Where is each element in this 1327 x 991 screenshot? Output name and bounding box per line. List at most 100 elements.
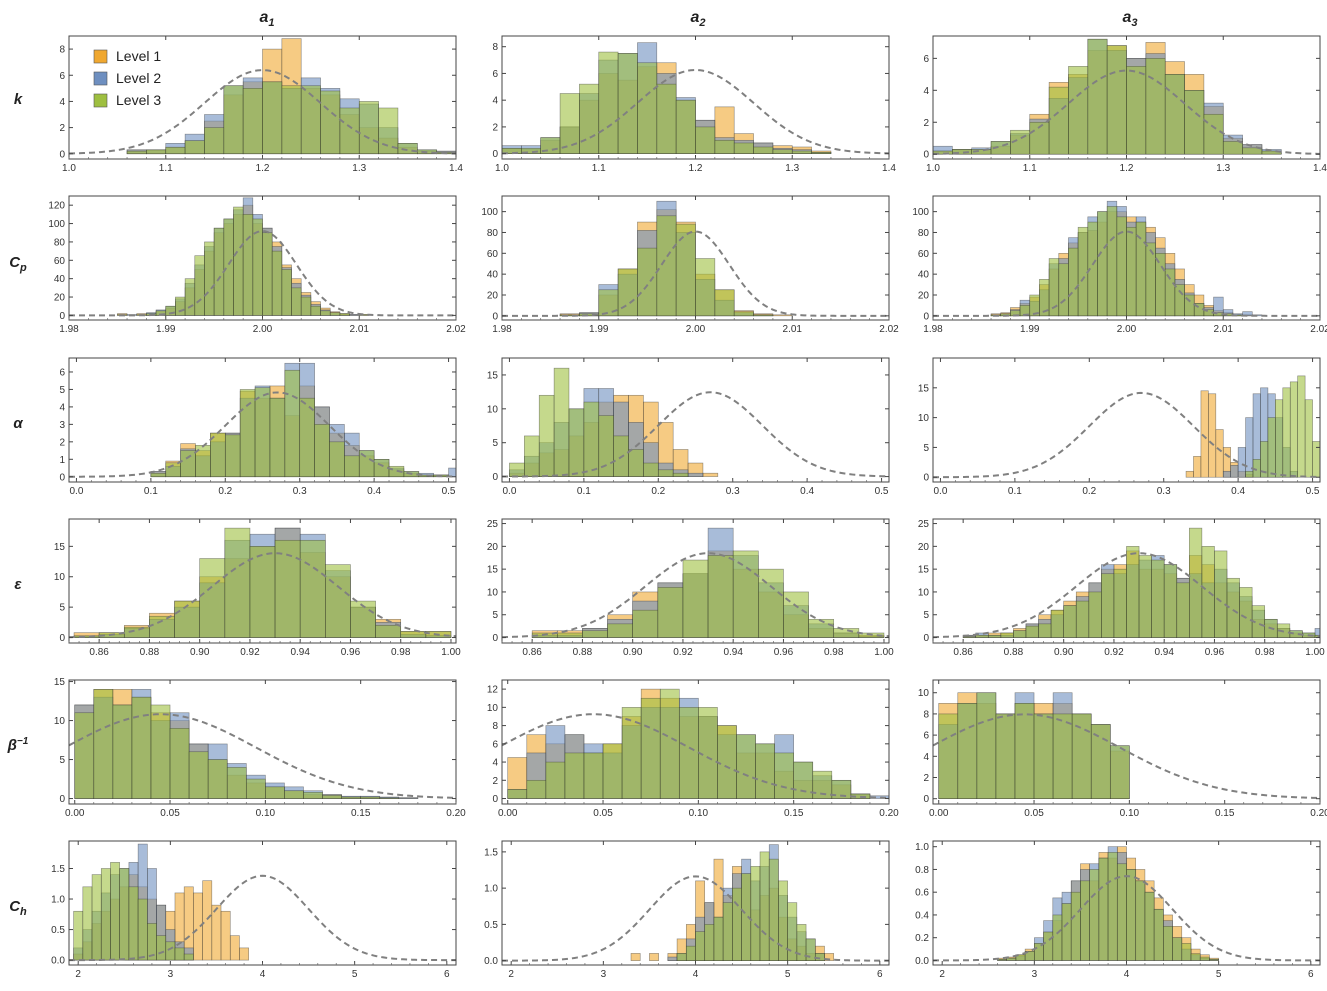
bar-level-3-1 (82, 886, 93, 961)
bar-level-3-0 (507, 789, 528, 799)
x-tick-label: 2.02 (1310, 324, 1327, 335)
y-tick-label: 1.5 (51, 864, 65, 875)
bar-level-3-10 (1088, 591, 1102, 638)
x-tick-label: 3 (168, 969, 174, 980)
bar-level-3-9 (1077, 226, 1089, 317)
x-tick-label: 0.15 (351, 808, 371, 819)
bar-level-3-6 (617, 53, 638, 154)
x-tick-label: 1.2 (689, 163, 703, 174)
bar-level-3-2 (165, 146, 186, 155)
x-tick-label: 0.2 (651, 486, 665, 497)
y-tick-label: 40 (487, 270, 499, 281)
y-tick-label: 120 (48, 201, 65, 212)
x-tick-label: 4 (1124, 969, 1130, 980)
panel-r3-c1: 0.0 0.1 0.2 0.3 0.4 0.5 0 1 2 3 4 5 6 (59, 357, 457, 497)
bar-level-3-12 (358, 101, 379, 155)
bar-level-3-7 (207, 759, 228, 799)
bar-level-3-12 (375, 625, 402, 638)
y-tick-label: 10 (54, 572, 66, 583)
bar-level-1-13 (702, 472, 719, 477)
bar-level-3-22 (1239, 587, 1253, 638)
bar-level-3-17 (1153, 908, 1164, 961)
y-tick-label: 0.0 (484, 956, 498, 967)
bar-level-3-3 (607, 623, 633, 638)
y-tick-label: 4 (492, 96, 498, 107)
x-tick-label: 1.1 (1023, 163, 1037, 174)
x-tick-label: 2.02 (446, 324, 466, 335)
bar-level-3-8 (1068, 247, 1079, 317)
bar-level-3-20 (310, 305, 321, 316)
bar-level-1-17 (229, 935, 240, 961)
bar-level-3-12 (233, 206, 244, 316)
bar-level-3-7 (695, 258, 716, 317)
normal-curve (933, 391, 1320, 479)
bar-level-3-15 (1151, 559, 1165, 638)
y-tick-label: 0 (492, 149, 498, 160)
normal-curve (69, 391, 456, 478)
x-tick-label: 1.99 (589, 324, 609, 335)
bar-level-3-17 (831, 779, 852, 799)
x-tick-label: 1.99 (156, 324, 176, 335)
y-tick-label: 4 (923, 752, 929, 763)
y-tick-label: 2 (923, 773, 929, 784)
y-tick-label: 15 (918, 565, 930, 576)
bar-level-3-12 (183, 953, 194, 961)
bar-level-3-16 (811, 152, 832, 154)
x-tick-label: 0.5 (442, 486, 456, 497)
bar-level-3-8 (704, 924, 715, 961)
y-tick-label: 0 (923, 150, 929, 161)
bar-level-3-8 (274, 539, 301, 638)
bar-level-3-11 (732, 887, 742, 961)
y-tick-label: 1.0 (484, 884, 498, 895)
bar-level-3-19 (1172, 937, 1183, 961)
bar-level-3-12 (733, 142, 754, 154)
bar-level-3-8 (1090, 724, 1111, 800)
y-tick-label: 20 (918, 542, 930, 553)
bar-level-3-0 (73, 910, 84, 961)
bar-level-3-10 (213, 227, 225, 316)
y-tick-label: 2 (492, 776, 498, 787)
bar-level-3-3 (617, 268, 638, 317)
bar-level-3-8 (656, 83, 677, 154)
bar-level-3-1 (1006, 957, 1017, 961)
x-tick-label: 1.00 (441, 647, 461, 658)
bar-level-3-9 (204, 241, 215, 316)
bar-level-3-13 (242, 214, 254, 316)
x-tick-label: 0.86 (89, 647, 109, 658)
bar-level-3-14 (341, 796, 361, 799)
x-tick-label: 0.92 (240, 647, 260, 658)
x-tick-label: 0.4 (1231, 486, 1245, 497)
y-tick-label: 0 (59, 311, 65, 322)
bar-level-3-5 (224, 434, 241, 478)
bar-level-3-5 (1025, 625, 1039, 638)
bar-level-3-11 (314, 424, 330, 478)
x-tick-label: 0.00 (929, 808, 949, 819)
bar-level-3-14 (1126, 869, 1137, 961)
panel-frame (932, 357, 1321, 483)
y-tick-label: 0 (492, 794, 498, 805)
y-tick-label: 0.2 (915, 933, 929, 944)
bar-level-3-3 (995, 713, 1016, 799)
bar-level-3-13 (755, 743, 775, 799)
bar-level-3-18 (1163, 926, 1173, 961)
y-tick-label: 6 (923, 731, 929, 742)
y-tick-label: 10 (487, 404, 499, 415)
bar-level-3-4 (637, 247, 658, 317)
bar-level-3-12 (1275, 399, 1284, 478)
row-label-3: α (13, 415, 23, 432)
bar-level-3-0 (126, 150, 147, 155)
x-tick-label: 0.05 (160, 808, 180, 819)
bar-level-3-15 (360, 796, 381, 799)
x-tick-label: 3 (601, 969, 607, 980)
bar-level-3-11 (672, 472, 689, 477)
normal-curve (69, 230, 456, 317)
panel-r5-c1: 0.00 0.05 0.10 0.15 0.20 0 5 10 15 (54, 677, 466, 819)
normal-curve (933, 713, 1320, 800)
y-tick-label: 6 (923, 54, 929, 65)
y-tick-label: 0 (59, 633, 65, 644)
bar-level-3-5 (676, 953, 687, 961)
x-tick-label: 1.0 (495, 163, 509, 174)
bar-level-3-2 (582, 630, 608, 638)
bar-level-3-3 (564, 752, 585, 799)
